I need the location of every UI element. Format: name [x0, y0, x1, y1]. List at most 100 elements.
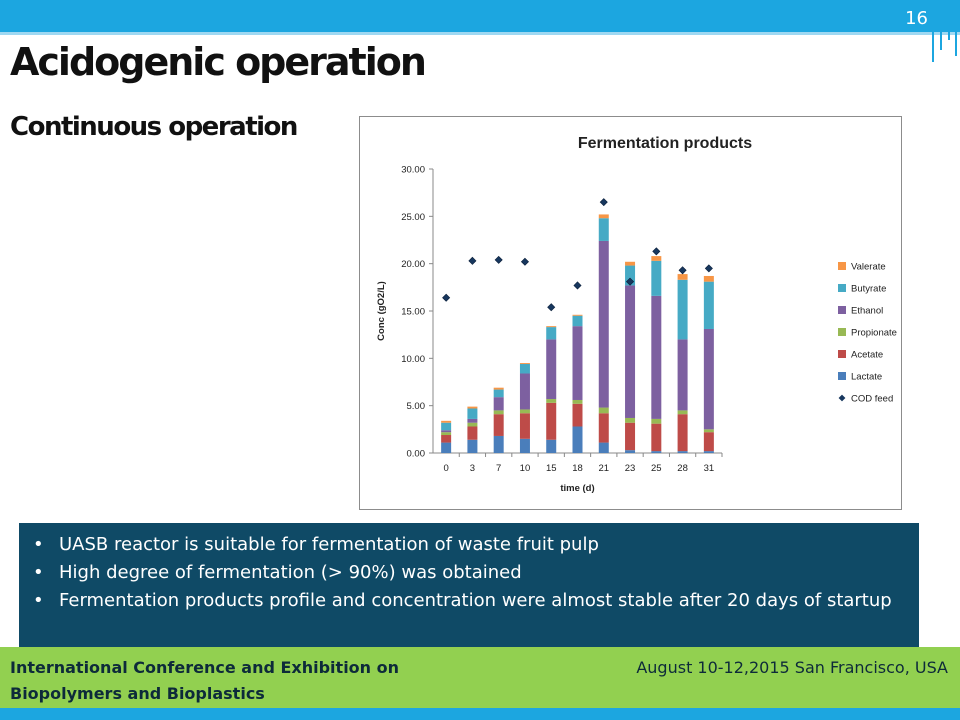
bullet-box: UASB reactor is suitable for fermentatio… [19, 523, 919, 647]
chart-frame: Fermentation products 0.00 5.00 10.00 15.00 2… [359, 116, 902, 510]
bar-segment-ethanol [598, 240, 609, 408]
y-axis-label: Conc (gO2/L) [376, 281, 387, 341]
bar-segment-lactate [467, 439, 478, 453]
conference-name: International Conference and Exhibition … [10, 655, 399, 707]
bar-segment-valerate [625, 261, 636, 266]
bar-segment-acetate [519, 413, 530, 439]
bar-segment-ethanol [519, 373, 530, 410]
bar-segment-lactate [625, 450, 636, 453]
bar-segment-ethanol [703, 328, 714, 430]
legend-swatch-valerate [838, 262, 846, 270]
legend-label: Ethanol [851, 306, 883, 317]
bar-segment-lactate [519, 438, 530, 453]
bullet-item: Fermentation products profile and concen… [33, 587, 907, 615]
x-tick-label: 25 [651, 463, 662, 474]
bar-segment-ethanol [441, 430, 452, 433]
bar-segment-propionate [625, 417, 636, 423]
y-tick-label: 0.00 [407, 449, 426, 460]
bar-segment-butyrate [467, 408, 478, 419]
bar-segment-butyrate [572, 315, 583, 327]
bar-segment-ethanol [493, 397, 504, 411]
y-tick-label: 5.00 [407, 401, 426, 412]
top-banner-stripe [0, 32, 960, 35]
bar-segment-butyrate [493, 389, 504, 398]
bar-segment-butyrate [677, 279, 688, 340]
legend-swatch-butyrate [838, 284, 846, 292]
legend-label: Lactate [851, 372, 882, 383]
legend-label: Butyrate [851, 284, 886, 295]
bar-segment-butyrate [598, 218, 609, 241]
bar-segment-propionate [519, 409, 530, 414]
bullet-item: High degree of fermentation (> 90%) was … [33, 559, 907, 587]
bar-segment-valerate [651, 256, 662, 261]
x-tick-label: 7 [496, 463, 501, 474]
bottom-banner [0, 708, 960, 720]
bar-segment-propionate [572, 399, 583, 404]
bar-segment-lactate [677, 451, 688, 453]
bar-segment-butyrate [441, 422, 452, 431]
bar-segment-acetate [546, 402, 557, 440]
bar-segment-ethanol [572, 326, 583, 400]
y-tick-label: 15.00 [401, 307, 425, 318]
decor-line-4 [955, 0, 957, 56]
x-tick-label: 0 [443, 463, 448, 474]
bar-segment-valerate [519, 363, 530, 365]
footer-bar: International Conference and Exhibition … [0, 647, 960, 708]
x-tick-label: 23 [625, 463, 636, 474]
bar-segment-butyrate [519, 364, 530, 374]
bar-segment-lactate [651, 451, 662, 453]
bar-segment-propionate [651, 418, 662, 424]
bar-segment-propionate [441, 432, 452, 436]
cod-feed-point [494, 255, 503, 264]
bar-segment-ethanol [546, 339, 557, 400]
cod-feed-point [468, 256, 477, 265]
bar-segment-acetate [441, 435, 452, 443]
bar-segment-acetate [493, 414, 504, 436]
top-banner [0, 0, 960, 35]
decor-line-2 [940, 0, 942, 50]
x-tick-label: 10 [520, 463, 531, 474]
bar-segment-propionate [677, 410, 688, 415]
cod-feed-point [652, 247, 661, 256]
bar-segment-valerate [493, 387, 504, 390]
bar-segment-ethanol [467, 418, 478, 423]
bar-segment-acetate [572, 403, 583, 427]
cod-feed-point [442, 293, 451, 302]
bar-segment-lactate [572, 426, 583, 453]
bar-segment-butyrate [703, 281, 714, 329]
x-tick-label: 15 [546, 463, 557, 474]
bar-segment-acetate [598, 413, 609, 443]
bar-segment-acetate [651, 423, 662, 452]
cod-feed-point [704, 264, 713, 273]
cod-feed-point [626, 277, 635, 286]
conference-date: August 10-12,2015 San Francisco, USA [636, 658, 948, 677]
legend-label: Valerate [851, 262, 886, 273]
slide-subtitle: Continuous operation [10, 112, 298, 142]
conference-line-1: International Conference and Exhibition … [10, 658, 400, 677]
bar-segment-ethanol [651, 295, 662, 419]
bar-segment-valerate [572, 314, 583, 316]
x-tick-label: 31 [704, 463, 715, 474]
bar-segment-valerate [598, 214, 609, 219]
slide-title: Acidogenic operation [10, 40, 427, 84]
bar-segment-acetate [703, 432, 714, 452]
x-tick-label: 18 [572, 463, 583, 474]
bar-segment-valerate [546, 326, 557, 328]
bar-segment-valerate [677, 274, 688, 280]
y-tick-label: 20.00 [401, 259, 425, 270]
bar-segment-lactate [546, 439, 557, 453]
bar-segment-lactate [441, 442, 452, 453]
bar-segment-propionate [493, 410, 504, 415]
bar-segment-ethanol [625, 285, 636, 418]
cod-feed-point [547, 303, 556, 312]
bullet-item: UASB reactor is suitable for fermentatio… [33, 531, 907, 559]
fermentation-chart: Fermentation products 0.00 5.00 10.00 15.00 2… [376, 135, 897, 494]
bar-segment-lactate [703, 451, 714, 453]
y-tick-label: 25.00 [401, 212, 425, 223]
decor-line-3 [948, 0, 950, 40]
legend-label: Acetate [851, 350, 883, 361]
cod-feed-point [520, 257, 529, 266]
page-number: 16 [905, 8, 928, 29]
bar-segment-acetate [467, 426, 478, 440]
x-axis-label: time (d) [560, 483, 594, 494]
